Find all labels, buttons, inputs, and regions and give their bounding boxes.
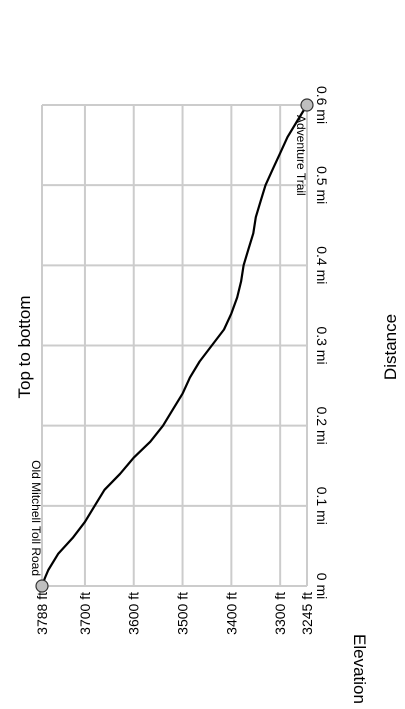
x-tick-labels: 0 mi 0.1 mi 0.2 mi 0.3 mi 0.4 mi 0.5 mi 0.6 mi [314, 86, 330, 599]
x-axis-title: Distance [381, 314, 400, 380]
chart-title: Top to bottom [15, 295, 34, 398]
y-tick-label: 3500 ft [175, 592, 191, 635]
start-point-marker [35, 579, 49, 593]
x-tick-label: 0 mi [314, 573, 330, 599]
y-tick-label: 3245 ft [299, 592, 315, 635]
x-tick-label: 0.3 mi [314, 326, 330, 364]
grid-lines [41, 104, 308, 587]
end-point-marker [300, 98, 314, 112]
y-tick-label: 3788 ft [34, 592, 50, 635]
y-tick-label: 3600 ft [126, 592, 142, 635]
y-axis-title: Elevation [350, 634, 369, 704]
x-tick-label: 0.4 mi [314, 246, 330, 284]
y-tick-label: 3400 ft [223, 592, 239, 635]
y-tick-label: 3700 ft [77, 592, 93, 635]
x-tick-label: 0.6 mi [314, 86, 330, 124]
x-tick-label: 0.1 mi [314, 487, 330, 525]
y-tick-label: 3300 ft [272, 592, 288, 635]
x-tick-label: 0.5 mi [314, 166, 330, 204]
start-point-label: Old Mitchell Toll Road [29, 460, 43, 576]
y-tick-labels: 3788 ft 3700 ft 3600 ft 3500 ft 3400 ft 3300 … [34, 592, 315, 635]
rotated-chart-group: Old Mitchell Toll Road Adventure Trail 0… [15, 86, 400, 704]
end-point-label: Adventure Trail [294, 115, 308, 196]
x-tick-label: 0.2 mi [314, 407, 330, 445]
elevation-profile-line [40, 104, 308, 587]
